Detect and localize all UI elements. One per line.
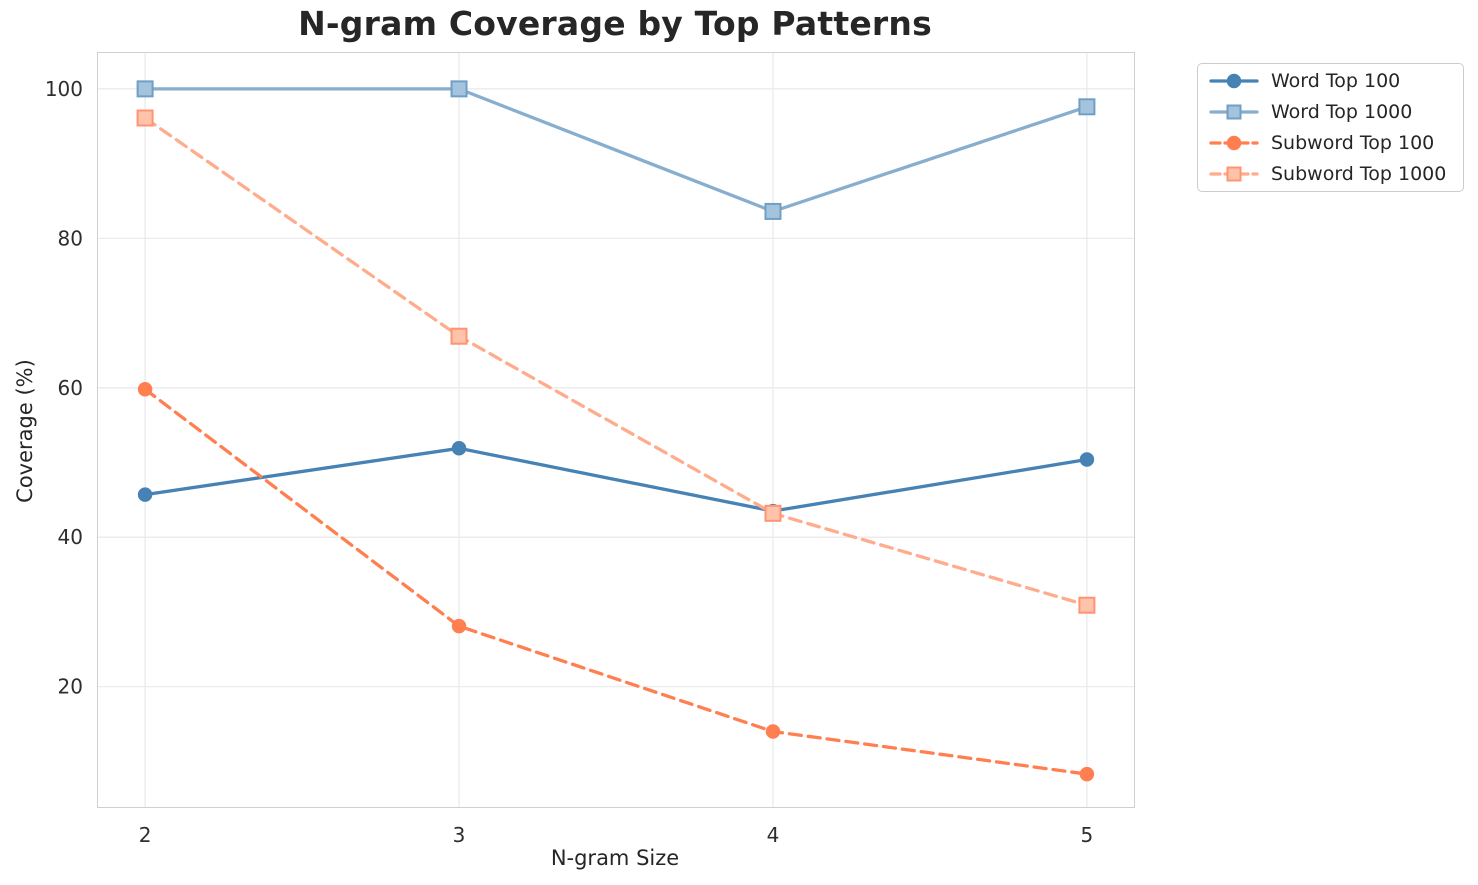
legend-label-word-top-100: Word Top 100 bbox=[1271, 70, 1401, 92]
legend-subword-top-100-sample-icon bbox=[1209, 135, 1259, 151]
x-axis-label: N-gram Size bbox=[550, 846, 680, 870]
legend-sample-marker bbox=[1226, 166, 1242, 182]
legend-label-subword-top-1000: Subword Top 1000 bbox=[1271, 163, 1447, 185]
legend-word-top-100-sample-icon bbox=[1209, 73, 1259, 89]
x-tick-label-3: 3 bbox=[453, 823, 466, 847]
series-line-subword-top-1000 bbox=[143, 116, 1089, 607]
x-tick-label-5: 5 bbox=[1081, 823, 1094, 847]
y-tick-label-100: 100 bbox=[45, 77, 83, 101]
point-subword-top-100-x2 bbox=[137, 382, 153, 397]
legend-sample-marker bbox=[1226, 104, 1242, 120]
series-line-word-top-1000 bbox=[143, 87, 1089, 214]
chart-title: N-gram Coverage by Top Patterns bbox=[298, 4, 932, 43]
point-word-top-1000-x2 bbox=[136, 80, 154, 98]
point-word-top-1000-x5 bbox=[1078, 98, 1096, 116]
point-word-top-1000-x4 bbox=[764, 202, 782, 220]
plot-area: 20 40 60 80 100 2 3 4 5 bbox=[45, 52, 1135, 847]
point-word-top-100-x3 bbox=[451, 441, 467, 456]
point-subword-top-100-x3 bbox=[451, 618, 467, 634]
point-subword-top-100-x4 bbox=[765, 724, 781, 739]
series-line-word-top-100 bbox=[143, 446, 1089, 513]
point-subword-top-1000-x5 bbox=[1078, 596, 1096, 614]
y-axis-label: Coverage (%) bbox=[13, 359, 37, 503]
legend-item-subword-top-1000: Subword Top 1000 bbox=[1198, 160, 1463, 189]
y-tick-label-80: 80 bbox=[58, 226, 83, 250]
legend: Word Top 100 Word Top 1000 Subword Top 100… bbox=[1197, 63, 1464, 192]
x-tick-label-4: 4 bbox=[767, 823, 780, 847]
x-tick-label-2: 2 bbox=[139, 823, 152, 847]
legend-subword-top-1000-sample-icon bbox=[1209, 166, 1259, 182]
y-tick-label-20: 20 bbox=[58, 675, 83, 699]
point-subword-top-1000-x2 bbox=[136, 109, 154, 127]
legend-word-top-1000-sample-icon bbox=[1209, 104, 1259, 120]
legend-label-subword-top-100: Subword Top 100 bbox=[1271, 132, 1435, 154]
legend-label-word-top-1000: Word Top 1000 bbox=[1271, 101, 1413, 123]
y-tick-label-60: 60 bbox=[58, 376, 83, 400]
point-word-top-100-x5 bbox=[1079, 452, 1095, 467]
legend-sample-marker bbox=[1226, 135, 1242, 151]
point-subword-top-100-x5 bbox=[1079, 766, 1095, 782]
legend-sample-marker bbox=[1226, 73, 1242, 89]
point-word-top-100-x2 bbox=[137, 487, 153, 502]
point-word-top-1000-x3 bbox=[450, 80, 468, 98]
series-line-subword-top-100 bbox=[143, 387, 1089, 776]
point-subword-top-1000-x3 bbox=[450, 327, 468, 345]
legend-item-subword-top-100: Subword Top 100 bbox=[1198, 129, 1463, 158]
y-tick-label-40: 40 bbox=[58, 525, 83, 549]
legend-item-word-top-100: Word Top 100 bbox=[1198, 67, 1463, 96]
point-subword-top-1000-x4 bbox=[764, 504, 782, 522]
legend-item-word-top-1000: Word Top 1000 bbox=[1198, 98, 1463, 127]
